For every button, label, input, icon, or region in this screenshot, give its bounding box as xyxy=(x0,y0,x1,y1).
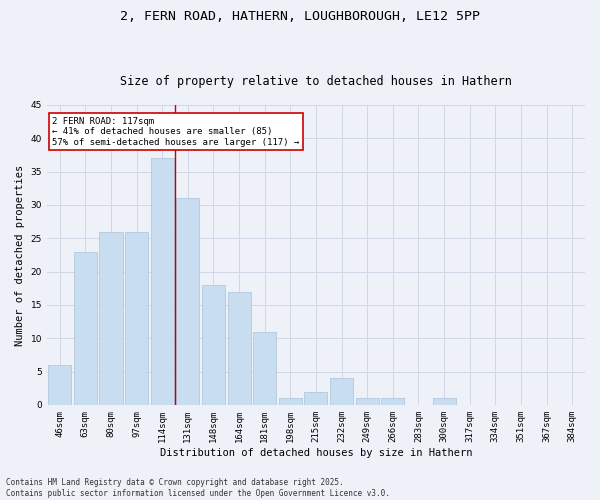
Bar xyxy=(48,365,71,405)
Text: 2, FERN ROAD, HATHERN, LOUGHBOROUGH, LE12 5PP: 2, FERN ROAD, HATHERN, LOUGHBOROUGH, LE1… xyxy=(120,10,480,23)
Bar xyxy=(100,232,122,405)
Bar xyxy=(356,398,379,405)
Text: Contains HM Land Registry data © Crown copyright and database right 2025.
Contai: Contains HM Land Registry data © Crown c… xyxy=(6,478,390,498)
Bar xyxy=(304,392,328,405)
Y-axis label: Number of detached properties: Number of detached properties xyxy=(15,164,25,346)
Bar xyxy=(202,285,225,405)
Bar xyxy=(125,232,148,405)
Bar xyxy=(330,378,353,405)
Bar xyxy=(279,398,302,405)
Bar xyxy=(381,398,404,405)
Bar xyxy=(227,292,251,405)
Bar xyxy=(176,198,199,405)
Title: Size of property relative to detached houses in Hathern: Size of property relative to detached ho… xyxy=(120,76,512,88)
Bar xyxy=(74,252,97,405)
Text: 2 FERN ROAD: 117sqm
← 41% of detached houses are smaller (85)
57% of semi-detach: 2 FERN ROAD: 117sqm ← 41% of detached ho… xyxy=(52,117,299,146)
Bar xyxy=(433,398,455,405)
Bar xyxy=(253,332,276,405)
X-axis label: Distribution of detached houses by size in Hathern: Distribution of detached houses by size … xyxy=(160,448,472,458)
Bar xyxy=(151,158,174,405)
